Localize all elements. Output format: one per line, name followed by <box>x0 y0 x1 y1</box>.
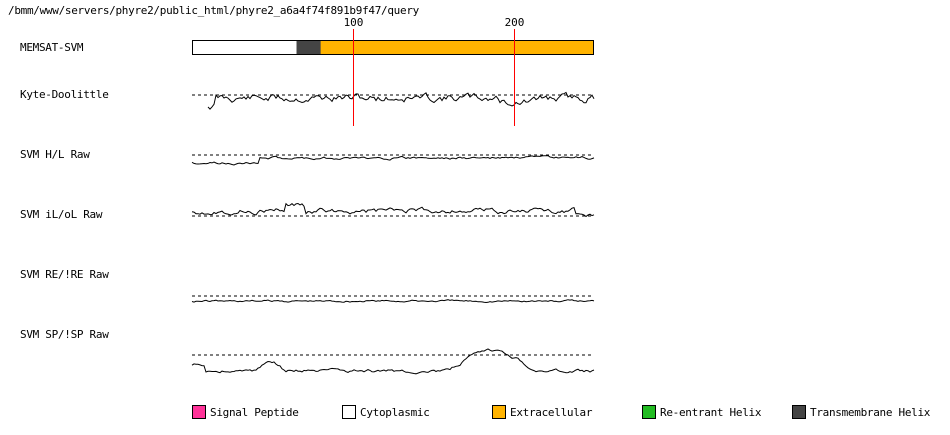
kyte-doolittle-label: Kyte-Doolittle <box>20 88 109 101</box>
svm-ilol-raw-trace <box>191 202 595 218</box>
legend-label-transmembrane: Transmembrane Helix <box>810 405 931 419</box>
legend-label-cytoplasmic: Cytoplasmic <box>360 405 430 419</box>
hydropathy-traces <box>191 91 595 375</box>
legend-swatch-reentrant <box>642 405 656 419</box>
legend-label-extracellular: Extracellular <box>510 405 593 419</box>
legend-signal-peptide: Signal Peptide <box>192 404 299 420</box>
svm-spisp-raw-trace <box>191 348 595 375</box>
topology-bar-outline <box>192 40 594 55</box>
marker-label-100: 100 <box>344 16 364 29</box>
svm-reire-raw-trace <box>191 299 595 304</box>
memsat-svm-label: MEMSAT-SVM <box>20 41 84 54</box>
topology-segment-extracellular <box>320 40 594 55</box>
legend-cytoplasmic: Cytoplasmic <box>342 404 430 420</box>
topology-segment-transmembrane <box>296 40 323 55</box>
marker-label-200: 200 <box>505 16 525 29</box>
legend-label-signal: Signal Peptide <box>210 405 299 419</box>
memsat-topology-bar <box>192 40 594 55</box>
legend-label-reentrant: Re-entrant Helix <box>660 405 762 419</box>
svm-spisp-raw-label: SVM SP/!SP Raw <box>20 328 109 341</box>
legend-extracellular: Extracellular <box>492 404 593 420</box>
topology-plot: 100 200 <box>191 16 595 375</box>
svm-ilol-raw-label: SVM iL/oL Raw <box>20 208 103 221</box>
position-markers: 100 200 <box>344 16 525 126</box>
svm-reire-raw-label: SVM RE/!RE Raw <box>20 268 109 281</box>
kyte-doolittle-trace <box>207 91 595 110</box>
svm-hl-raw-label: SVM H/L Raw <box>20 148 90 161</box>
query-path: /bmm/www/servers/phyre2/public_html/phyr… <box>8 4 419 17</box>
legend-transmembrane-helix: Transmembrane Helix <box>792 404 930 420</box>
legend-reentrant-helix: Re-entrant Helix <box>642 404 761 420</box>
svm-hl-raw-trace <box>191 155 595 166</box>
legend-swatch-signal <box>192 405 206 419</box>
legend-swatch-extracellular <box>492 405 506 419</box>
legend-swatch-transmembrane <box>792 405 806 419</box>
topology-segment-cytoplasmic <box>192 40 299 55</box>
legend-swatch-cytoplasmic <box>342 405 356 419</box>
